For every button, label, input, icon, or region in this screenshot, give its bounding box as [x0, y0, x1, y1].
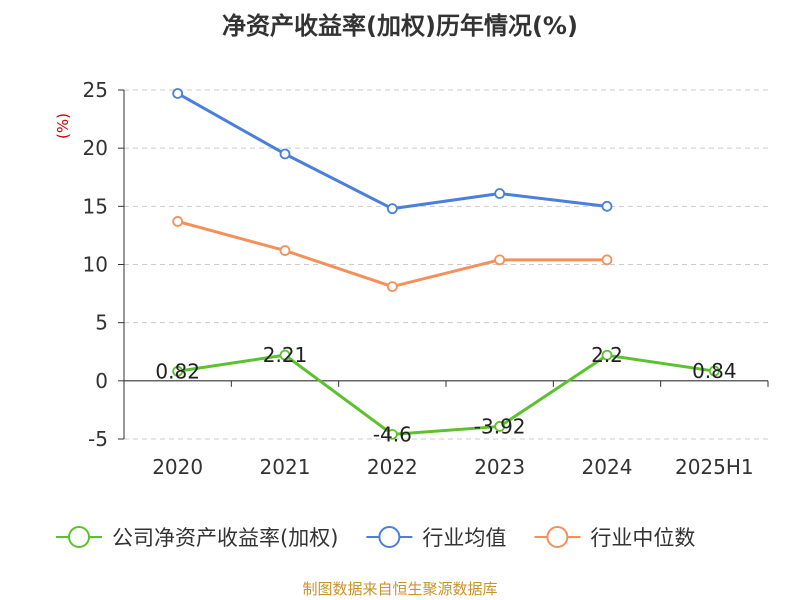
series-0: 0.82 2.21 -4.6 -3.92 2.2 0.84 — [155, 343, 736, 446]
data-point — [708, 365, 720, 377]
series-line — [177, 353, 715, 436]
series-group: 0.82 2.21 -4.6 -3.92 2.2 0.84 — [155, 88, 737, 446]
x-tick-label: 2023 — [474, 455, 525, 479]
data-label: -4.6 — [373, 422, 412, 446]
data-label: 0.82 — [155, 359, 200, 383]
data-point — [172, 365, 184, 377]
chart-title: 净资产收益率(加权)历年情况(%) — [222, 12, 578, 40]
data-point — [172, 88, 184, 99]
legend-marker — [378, 526, 401, 548]
legend: 公司净资产收益率(加权) 行业均值 行业中位数 — [56, 526, 695, 550]
series-2 — [172, 216, 613, 293]
legend-label: 行业均值 — [422, 526, 506, 550]
data-point — [386, 428, 398, 440]
data-label: 0.84 — [692, 359, 737, 383]
source-note: 制图数据来自恒生聚源数据库 — [302, 580, 497, 598]
series-1 — [172, 88, 613, 215]
legend-label: 行业中位数 — [590, 526, 695, 550]
series-line — [176, 92, 608, 211]
legend-item-1: 行业均值 — [366, 526, 506, 550]
y-tick-label: 0 — [95, 369, 108, 393]
x-tick-label: 2022 — [367, 455, 418, 479]
data-point — [601, 349, 613, 361]
data-point — [279, 349, 291, 361]
data-point — [601, 254, 613, 266]
data-point — [601, 200, 613, 212]
axes — [118, 89, 769, 440]
data-point — [279, 148, 291, 160]
y-tick-label: -5 — [88, 427, 108, 451]
data-label: -3.92 — [474, 414, 526, 438]
x-tick-label: 2021 — [260, 455, 311, 479]
data-label: 2.2 — [591, 343, 623, 367]
y-tick-label: 10 — [83, 253, 108, 277]
data-point — [386, 203, 398, 215]
y-tick-label: 25 — [83, 78, 108, 102]
legend-label: 公司净资产收益率(加权) — [112, 526, 338, 550]
x-tick-label: 2025H1 — [675, 455, 754, 479]
data-point — [279, 245, 291, 256]
y-axis-ticks: -5 0 5 10 15 20 25 — [83, 78, 108, 451]
data-point — [386, 281, 398, 293]
y-tick-label: 15 — [83, 194, 108, 218]
x-tick-label: 2024 — [582, 455, 633, 479]
y-tick-label: 20 — [83, 136, 108, 160]
legend-marker — [546, 526, 569, 548]
legend-item-0: 公司净资产收益率(加权) — [56, 526, 338, 550]
data-point — [494, 188, 506, 199]
data-point — [494, 254, 506, 266]
y-axis-unit-label: (%) — [54, 113, 72, 139]
x-axis-ticks: 2020 2021 2022 2023 2024 2025H1 — [152, 455, 753, 479]
data-point — [172, 216, 184, 227]
legend-marker — [68, 526, 90, 548]
y-tick-label: 5 — [95, 311, 108, 335]
data-label: 2.21 — [263, 343, 308, 367]
legend-item-2: 行业中位数 — [534, 526, 695, 550]
x-tick-label: 2020 — [152, 455, 203, 479]
data-point — [494, 421, 506, 432]
series-line — [177, 220, 607, 289]
